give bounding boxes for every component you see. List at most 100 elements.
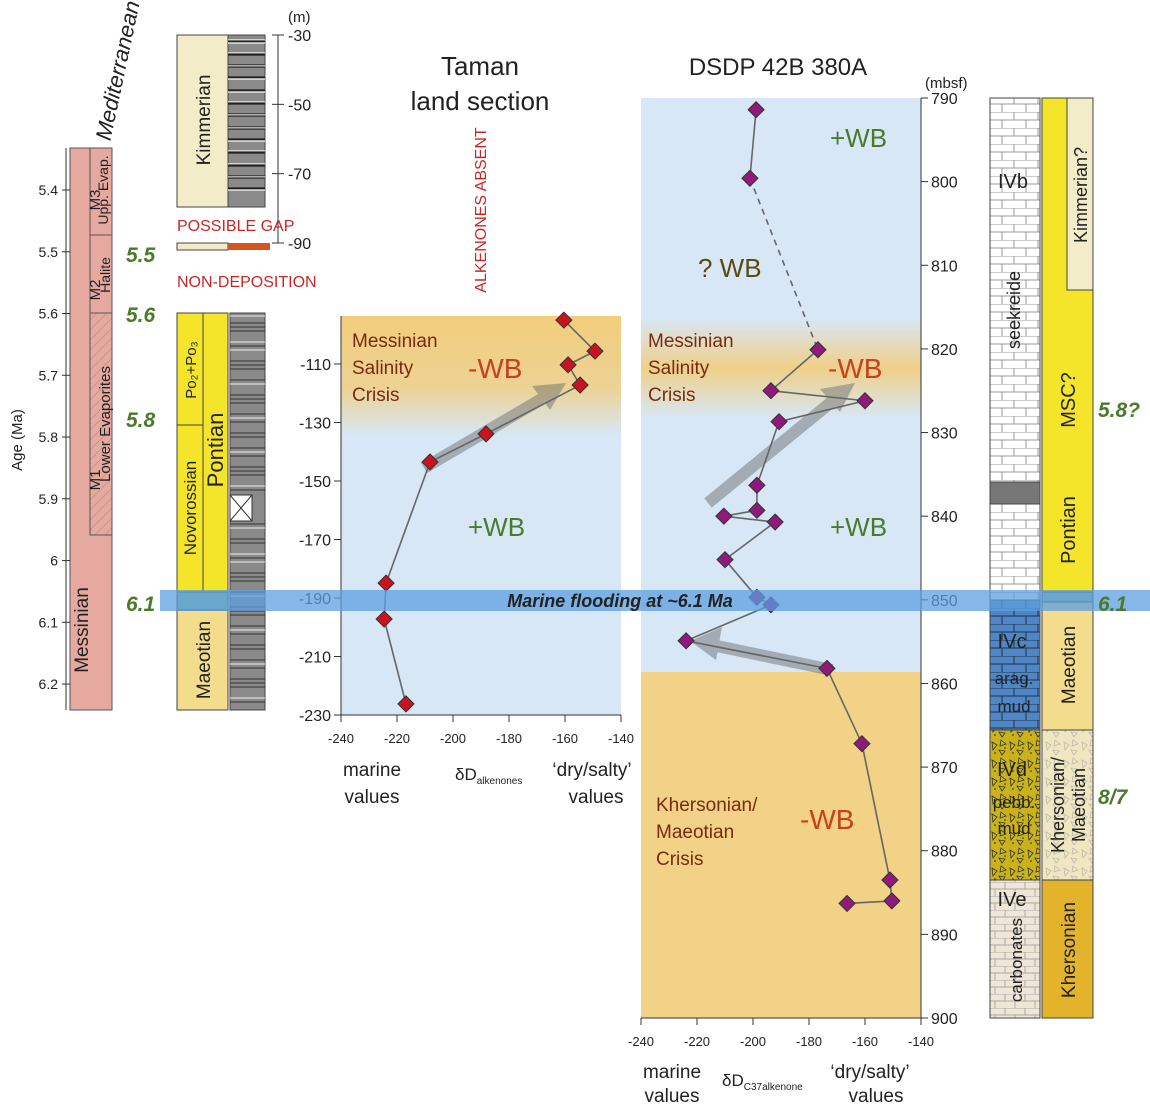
annotation: Khersonian/ xyxy=(656,795,758,816)
y-tick-label: -110 xyxy=(300,357,331,374)
x-tick-label: -140 xyxy=(608,731,634,746)
x-label: δDalkenones xyxy=(455,765,522,787)
unit-label: arag. xyxy=(995,669,1034,688)
dsdp-column: IVb seekreide IVc arag. mud IVd pebb. mu… xyxy=(990,98,1093,1018)
gap-bar xyxy=(228,243,270,250)
chart-title: land section xyxy=(411,86,550,116)
annotation: Crisis xyxy=(648,385,696,406)
y-tick-label: 810 xyxy=(931,258,958,275)
flooding-label: Marine flooding at ~6.1 Ma xyxy=(507,591,733,611)
stage-label: Khersonian xyxy=(1059,902,1080,998)
x-label: marine xyxy=(643,1062,701,1083)
age-label: 6.1 xyxy=(126,593,155,616)
y-tick-label: 5.5 xyxy=(39,244,59,260)
unit-label: IVc xyxy=(998,631,1027,653)
stage-label: Pontian xyxy=(1058,496,1080,564)
y-tick-label: -170 xyxy=(299,532,331,549)
stage-label: Khersonian/ xyxy=(1048,757,1068,853)
stage-label: Pontian xyxy=(203,413,228,488)
x-label-symbol: δD xyxy=(455,765,477,784)
annotation: Crisis xyxy=(352,385,400,406)
figure: Messinian M3 Upp. Evap. M2 Halite M1 Low… xyxy=(0,0,1150,1108)
x-label: values xyxy=(569,787,624,808)
y-tick-label: 6.1 xyxy=(39,614,59,630)
unit-label: mud xyxy=(997,697,1030,716)
note: POSSIBLE GAP xyxy=(177,218,294,235)
stage-label: Maeotian xyxy=(1059,626,1080,704)
unit-label: IVd xyxy=(997,759,1027,781)
age-label: 5.8? xyxy=(1098,399,1140,422)
chart-title: Taman xyxy=(441,51,519,81)
y-tick-label: 870 xyxy=(931,760,958,777)
x-tick-label: -240 xyxy=(328,731,354,746)
backgrounds xyxy=(341,98,921,1018)
x-tick-label: -160 xyxy=(552,731,578,746)
annotation: ? WB xyxy=(698,253,762,283)
x-tick-label: -200 xyxy=(440,731,466,746)
annotation: -WB xyxy=(800,804,854,835)
note: NON-DEPOSITION xyxy=(177,274,317,291)
body: {"header":{"mediterranean":"Mediterranea… xyxy=(0,0,1150,1108)
y-tick-label: 5.8 xyxy=(39,429,59,445)
axis-unit: (mbsf) xyxy=(925,75,968,92)
unit-label: seekreide xyxy=(1004,271,1024,349)
lithology xyxy=(228,35,265,207)
y-tick-label: 820 xyxy=(931,342,958,359)
region-label: Mediterranean xyxy=(91,0,145,142)
note: ALKENONES ABSENT xyxy=(473,127,490,293)
y-tick-label: -70 xyxy=(288,167,311,184)
unit-label: carbonates xyxy=(1007,918,1026,1002)
x-tick-label: -180 xyxy=(796,1034,822,1049)
x-tick-label: -160 xyxy=(852,1034,878,1049)
y-tick-label: 5.9 xyxy=(39,491,59,507)
y-tick-label: 900 xyxy=(931,1011,958,1028)
y-tick-label: 5.7 xyxy=(39,367,59,383)
page: Figure html,body{margin:0;padding:0;back… xyxy=(0,0,1150,1108)
y-tick-label: -50 xyxy=(288,97,311,114)
annotation: +WB xyxy=(468,512,525,542)
age-label: 5.5 xyxy=(126,244,156,267)
y-tick-label: 800 xyxy=(931,175,958,192)
axis-unit: (m) xyxy=(288,9,311,26)
annotation: -WB xyxy=(828,353,882,384)
y-tick-label: 5.4 xyxy=(39,182,59,198)
mediterranean-column: Messinian M3 Upp. Evap. M2 Halite M1 Low… xyxy=(9,0,145,710)
stage-label: Po₂+Po₃ xyxy=(183,341,200,398)
x-tick-label: -240 xyxy=(628,1034,654,1049)
unit-label: mud xyxy=(997,819,1030,838)
x-tick-label: -140 xyxy=(908,1034,934,1049)
stage-label: Messinian xyxy=(72,587,93,673)
stage-label: MSC? xyxy=(1058,372,1080,428)
annotation: +WB xyxy=(830,123,887,153)
y-tick-label: 840 xyxy=(931,509,958,526)
y-tick-label: -130 xyxy=(299,415,331,432)
annotation: +WB xyxy=(830,512,887,542)
y-tick-label: 790 xyxy=(931,91,958,108)
annotation: -WB xyxy=(468,353,522,384)
unit-label: pebb. xyxy=(993,793,1036,812)
x-label: ‘dry/salty’ xyxy=(830,1062,909,1083)
stage-label: Novorossian xyxy=(181,461,200,556)
y-tick-label: 860 xyxy=(931,676,958,693)
x-label-subscript: alkenones xyxy=(477,776,523,787)
annotation: Maeotian xyxy=(656,822,734,843)
stage-label: Maeotian xyxy=(1069,768,1089,842)
lithology xyxy=(990,482,1040,504)
chart-title: DSDP 42B 380A xyxy=(689,54,867,81)
x-tick-label: -220 xyxy=(384,731,410,746)
x-label: marine xyxy=(343,760,401,781)
y-tick-label: -230 xyxy=(299,708,331,725)
y-tick-label: 830 xyxy=(931,426,958,443)
unit-label: Upp. Evap. xyxy=(95,155,111,224)
y-tick-label: 5.6 xyxy=(39,306,59,322)
annotation: Messinian xyxy=(352,331,438,352)
y-tick-label: 6 xyxy=(50,553,58,569)
unit-label: Halite xyxy=(97,257,113,293)
age-label: 5.8 xyxy=(126,409,156,432)
y-tick-label: -30 xyxy=(288,28,311,45)
x-tick-label: -220 xyxy=(684,1034,710,1049)
y-tick-label: 890 xyxy=(931,927,958,944)
stage-label: Maeotian xyxy=(194,621,215,699)
y-tick-label: -90 xyxy=(288,236,311,253)
annotation: Messinian xyxy=(648,331,734,352)
